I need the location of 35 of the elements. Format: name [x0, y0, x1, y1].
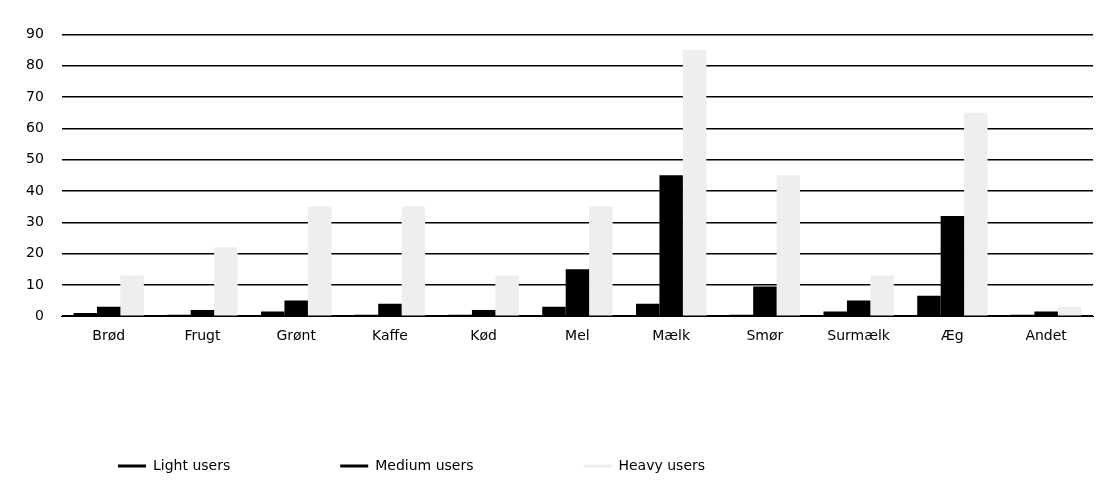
y-tick-label: 30	[25, 212, 44, 229]
y-tick-label: 90	[25, 25, 44, 42]
legend-label: Heavy users	[618, 456, 706, 473]
x-tick-label: Kød	[470, 327, 497, 344]
y-tick-label: 70	[25, 87, 44, 104]
x-tick-label: Brød	[92, 327, 126, 344]
y-tick-label: 20	[25, 244, 44, 261]
bar	[401, 206, 426, 316]
bar	[495, 275, 519, 316]
y-tick-label: 60	[25, 118, 44, 135]
bar	[589, 206, 613, 316]
x-tick-label: Surmælk	[827, 327, 891, 344]
y-tick-label: 40	[25, 181, 44, 198]
bar	[776, 175, 801, 316]
y-tick-label: 80	[25, 56, 44, 73]
x-tick-label: Grønt	[276, 327, 317, 344]
legend-label: Medium users	[375, 456, 474, 473]
bar	[964, 112, 988, 316]
x-tick-label: Kaffe	[372, 327, 408, 344]
bar	[1057, 306, 1082, 316]
y-tick-label: 50	[25, 150, 44, 167]
bar	[307, 206, 332, 316]
x-tick-label: Smør	[746, 327, 784, 344]
y-tick-label: 10	[25, 275, 44, 292]
bar	[214, 247, 238, 316]
bar	[870, 275, 894, 316]
x-tick-label: Frugt	[184, 327, 221, 344]
bar	[120, 275, 144, 316]
x-tick-label: Andet	[1025, 327, 1068, 344]
bar	[682, 50, 707, 316]
x-tick-label: Æg	[941, 327, 964, 344]
y-tick-label: 0	[34, 306, 44, 323]
legend-label: Light users	[153, 456, 231, 473]
x-tick-label: Mælk	[652, 327, 691, 344]
x-tick-label: Mel	[565, 327, 590, 344]
